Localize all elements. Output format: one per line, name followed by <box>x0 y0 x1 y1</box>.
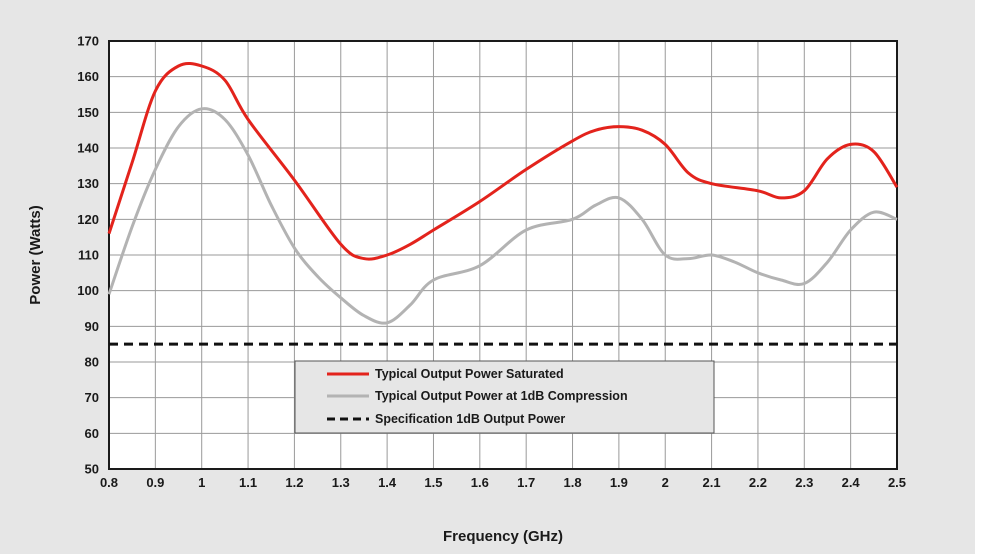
x-tick-label: 1.4 <box>378 475 397 490</box>
saturated-power-line <box>107 62 899 261</box>
legend-label: Typical Output Power at 1dB Compression <box>375 389 628 403</box>
x-tick-label: 2.1 <box>703 475 721 490</box>
legend-label: Typical Output Power Saturated <box>375 367 564 381</box>
legend-label: Specification 1dB Output Power <box>375 412 565 426</box>
y-tick-label: 90 <box>85 319 99 334</box>
x-tick-label: 1 <box>198 475 205 490</box>
x-tick-label: 1.3 <box>332 475 350 490</box>
y-tick-label: 150 <box>77 105 99 120</box>
x-tick-label: 0.9 <box>146 475 164 490</box>
x-tick-label: 0.8 <box>100 475 118 490</box>
x-tick-label: 2.4 <box>842 475 861 490</box>
y-tick-label: 70 <box>85 390 99 405</box>
y-tick-labels: 50 60 70 80 90 100 110 120 130 140 150 160 170 <box>77 34 99 477</box>
y-axis-title: Power (Watts) <box>27 205 44 304</box>
y-tick-label: 130 <box>77 176 99 191</box>
y-tick-label: 140 <box>77 141 99 156</box>
y-tick-label: 80 <box>85 355 99 370</box>
y-tick-label: 160 <box>77 69 99 84</box>
plot-border <box>108 40 898 470</box>
x-tick-label: 1.8 <box>563 475 581 490</box>
x-tick-labels: 0.8 0.9 1 1.1 1.2 1.3 1.4 1.5 1.6 1.7 1.8 1.9 2 2.1 2.… <box>100 475 906 490</box>
y-tick-label: 120 <box>77 212 99 227</box>
x-tick-label: 2.2 <box>749 475 767 490</box>
compression-1db-power-line <box>107 107 898 325</box>
x-axis-title: Frequency (GHz) <box>443 528 563 545</box>
legend: Typical Output Power Saturated Typical O… <box>294 360 715 434</box>
y-tick-label: 50 <box>85 462 99 477</box>
x-tick-label: 1.6 <box>471 475 489 490</box>
y-tick-label: 60 <box>85 426 99 441</box>
x-tick-label: 1.2 <box>285 475 303 490</box>
x-tick-label: 2 <box>662 475 669 490</box>
x-tick-label: 1.7 <box>517 475 535 490</box>
x-tick-label: 1.1 <box>239 475 257 490</box>
y-tick-label: 110 <box>78 248 99 263</box>
x-tick-label: 2.5 <box>888 475 906 490</box>
series-layer <box>107 62 899 346</box>
x-tick-label: 1.5 <box>424 475 442 490</box>
y-tick-label: 170 <box>77 34 99 49</box>
y-tick-label: 100 <box>77 283 99 298</box>
x-tick-label: 2.3 <box>795 475 813 490</box>
x-tick-label: 1.9 <box>610 475 628 490</box>
